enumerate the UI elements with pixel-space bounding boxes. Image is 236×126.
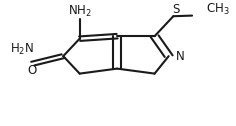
Text: H$_2$N: H$_2$N: [10, 42, 34, 57]
Text: S: S: [172, 4, 179, 17]
Text: CH$_3$: CH$_3$: [206, 2, 230, 17]
Text: O: O: [27, 64, 36, 77]
Text: NH$_2$: NH$_2$: [68, 4, 92, 19]
Text: N: N: [176, 50, 184, 63]
